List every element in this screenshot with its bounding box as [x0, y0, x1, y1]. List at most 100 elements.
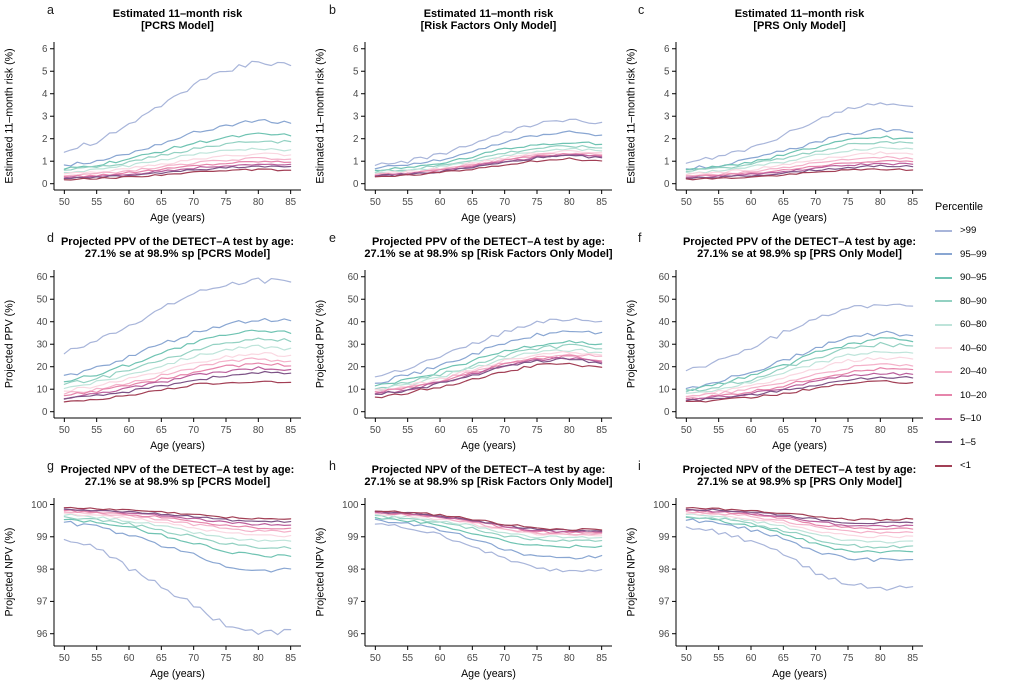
legend-entry: 60–80	[935, 319, 1009, 330]
x-tick-label: 75	[221, 425, 232, 436]
y-tick-label: 5	[42, 67, 48, 78]
chart-subtitle: 27.1% se at 98.9% sp [PCRS Model]	[85, 248, 271, 260]
series-line->99	[374, 317, 603, 378]
x-tick-label: 55	[402, 425, 413, 436]
legend-line-swatch	[935, 323, 952, 326]
legend-entry: 10–20	[935, 390, 1009, 401]
y-tick-label: 30	[348, 340, 359, 351]
series-line-20–40	[685, 510, 914, 534]
x-tick-label: 55	[91, 197, 102, 208]
series-line->99	[685, 303, 914, 372]
series-line-<1	[63, 506, 292, 520]
x-tick-label: 85	[596, 653, 607, 664]
x-tick-label: 60	[746, 197, 757, 208]
series-line-40–60	[685, 512, 914, 539]
x-tick-label: 60	[746, 653, 757, 664]
legend-entry-label: >99	[960, 225, 977, 237]
chart-npv-riskfactors: Projected NPV of the DETECT–A test by ag…	[315, 464, 613, 680]
series-line-80–90	[63, 337, 292, 385]
legend-entry-label: 1–5	[960, 436, 977, 448]
series-line-60–80	[685, 350, 914, 394]
y-tick-label: 60	[348, 272, 359, 283]
series-line-40–60	[63, 152, 292, 175]
y-tick-label: 10	[659, 385, 670, 396]
x-tick-label: 80	[253, 197, 264, 208]
chart-title: Projected NPV of the DETECT–A test by ag…	[372, 464, 606, 476]
x-tick-label: 80	[253, 653, 264, 664]
chart-subtitle: [PRS Only Model]	[753, 20, 846, 32]
chart-subtitle: 27.1% se at 98.9% sp [PRS Only Model]	[697, 248, 902, 260]
series-line-1–5	[374, 357, 603, 396]
panel-d: d Projected PPV of the DETECT–A test by …	[0, 228, 311, 456]
series-line-<1	[685, 168, 914, 181]
series-line-5–10	[685, 509, 914, 528]
x-tick-label: 70	[810, 197, 821, 208]
x-tick-label: 55	[713, 425, 724, 436]
y-tick-label: 5	[664, 67, 670, 78]
series-line-90–95	[374, 517, 603, 549]
x-tick-label: 70	[188, 425, 199, 436]
series-line-95–99	[63, 520, 292, 573]
series-line-90–95	[685, 516, 914, 554]
series-line-20–40	[63, 156, 292, 177]
x-tick-label: 55	[402, 653, 413, 664]
series-line-5–10	[685, 372, 914, 401]
x-tick-label: 50	[370, 197, 381, 208]
x-tick-label: 85	[596, 197, 607, 208]
x-tick-label: 75	[843, 425, 854, 436]
y-tick-label: 99	[37, 532, 48, 543]
series-line-90–95	[374, 340, 603, 387]
y-axis-title: Projected NPV (%)	[626, 528, 638, 617]
y-tick-label: 98	[348, 564, 359, 575]
x-tick-label: 50	[59, 197, 70, 208]
x-tick-label: 60	[435, 653, 446, 664]
series-line-5–10	[63, 366, 292, 400]
chart-subtitle: 27.1% se at 98.9% sp [Risk Factors Only …	[364, 476, 613, 488]
x-tick-label: 85	[285, 425, 296, 436]
y-tick-label: 100	[342, 500, 359, 511]
x-tick-label: 50	[370, 653, 381, 664]
chart-risk-riskfactors: Estimated 11–month risk[Risk Factors Onl…	[315, 8, 612, 224]
x-tick-label: 80	[875, 653, 886, 664]
y-tick-label: 20	[348, 362, 359, 373]
series-line-1–5	[374, 154, 603, 178]
series-line-1–5	[685, 508, 914, 525]
series-line-20–40	[63, 511, 292, 533]
panel-a: a Estimated 11–month risk [PCRS Model] 0 1 2…	[0, 0, 311, 228]
x-tick-label: 50	[681, 197, 692, 208]
chart-title: Projected NPV of the DETECT–A test by ag…	[683, 464, 917, 476]
chart-title: Estimated 11–month risk	[424, 8, 554, 20]
y-tick-label: 98	[37, 564, 48, 575]
series-line-<1	[374, 510, 603, 532]
legend-title: Percentile	[935, 201, 984, 214]
y-tick-label: 0	[664, 407, 670, 418]
percentile-legend: Percentile >99 95–99 90–95 80–90 60–80 40–60 2…	[933, 201, 1009, 484]
panel-tag-e: e	[329, 231, 336, 245]
series-line-60–80	[63, 344, 292, 390]
y-tick-label: 97	[659, 597, 670, 608]
x-axis-title: Age (years)	[150, 668, 205, 680]
series-line-10–20	[63, 509, 292, 530]
legend-entry-label: 20–40	[960, 366, 987, 378]
y-tick-label: 99	[348, 532, 359, 543]
x-tick-label: 70	[810, 653, 821, 664]
chart-risk-pcrs: Estimated 11–month risk[PCRS Model] 0 1 2 3 4…	[4, 8, 301, 224]
y-tick-label: 2	[42, 134, 47, 145]
x-tick-label: 60	[435, 425, 446, 436]
y-tick-label: 4	[664, 89, 670, 100]
x-axis-title: Age (years)	[772, 440, 827, 452]
y-tick-label: 40	[37, 317, 48, 328]
legend-entry-label: 60–80	[960, 319, 987, 331]
y-tick-label: 10	[348, 385, 359, 396]
legend-entry-label: <1	[960, 460, 971, 472]
series-line-90–95	[63, 518, 292, 558]
chart-subtitle: [Risk Factors Only Model]	[421, 20, 557, 32]
y-tick-label: 3	[353, 112, 359, 123]
x-tick-label: 50	[681, 425, 692, 436]
y-tick-label: 98	[659, 564, 670, 575]
x-tick-label: 65	[156, 425, 167, 436]
series-line->99	[685, 526, 914, 591]
series-line-80–90	[63, 516, 292, 550]
x-tick-label: 75	[843, 653, 854, 664]
